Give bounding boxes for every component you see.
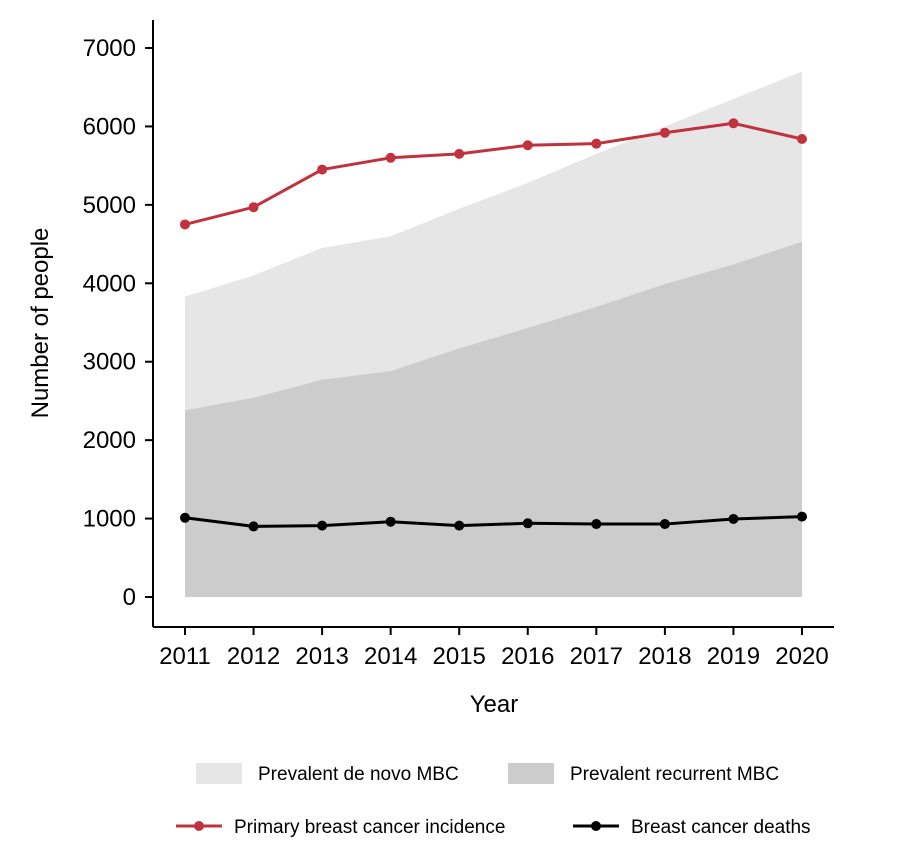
y-tick-label: 6000 [83,113,136,140]
point-series-2-2014 [385,516,396,527]
point-series-1-2016 [522,140,533,151]
y-tick-label: 4000 [83,270,136,297]
legend-label: Breast cancer deaths [631,817,811,838]
area-series-2 [185,241,802,597]
legend-item-1: Prevalent de novo MBC [196,763,459,785]
y-tick-label: 3000 [83,349,136,376]
x-tick-label: 2018 [638,643,691,670]
legend-label: Prevalent recurrent MBC [570,764,779,785]
x-tick-label: 2014 [364,643,417,670]
axes-layer: 0 1000 2000 3000 4000 5000 6000 7000 2011 2012 201… [83,20,834,670]
legend-label: Prevalent de novo MBC [258,764,459,785]
point-series-1-2014 [385,152,396,163]
point-series-1-2017 [591,138,602,149]
legend-item-2: Prevalent recurrent MBC [508,763,779,785]
x-tick-label: 2015 [433,643,486,670]
point-series-1-2019 [728,118,739,129]
legend-swatch [196,763,242,784]
x-tick-label: 2011 [159,643,211,670]
y-tick-label: 2000 [83,427,136,454]
y-tick-label: 1000 [83,506,136,533]
point-series-2-2020 [797,511,807,522]
point-series-2-2019 [728,513,739,524]
point-series-1-2011 [180,219,190,230]
y-tick-label: 5000 [83,192,136,219]
lines-layer [180,118,807,532]
legend-item-3: Primary breast cancer incidence [176,817,505,838]
areas-layer [185,71,802,598]
x-tick-label: 2013 [295,643,348,670]
legend-marker [591,821,601,831]
legend-item-4: Breast cancer deaths [573,817,811,838]
x-tick-label: 2017 [570,643,623,670]
point-series-1-2013 [317,164,328,175]
point-series-1-2018 [659,127,670,138]
point-series-2-2018 [659,519,670,530]
y-tick-label: 0 [123,584,136,611]
x-tick-label: 2019 [707,643,760,670]
x-axis-title: Year [470,691,519,718]
point-series-2-2011 [180,512,190,523]
point-series-1-2012 [248,202,259,213]
point-series-1-2015 [454,148,465,159]
point-series-2-2017 [591,519,602,530]
legend-marker [194,821,204,831]
point-series-2-2012 [248,521,259,532]
x-tick-label: 2012 [227,643,280,670]
line-series-2 [184,515,803,528]
legend-swatch [508,763,554,784]
x-tick-label: 2020 [775,643,828,670]
y-axis-title: Number of people [27,228,54,419]
legend-label: Primary breast cancer incidence [234,817,505,838]
point-series-2-2013 [317,520,328,531]
legend: Prevalent de novo MBC Prevalent recurrent… [176,763,811,838]
point-series-2-2016 [522,518,533,529]
point-series-2-2015 [454,520,465,531]
x-tick-label: 2016 [501,643,554,670]
y-tick-label: 7000 [83,35,136,62]
line-series-1 [184,121,803,226]
point-series-1-2020 [797,133,807,144]
